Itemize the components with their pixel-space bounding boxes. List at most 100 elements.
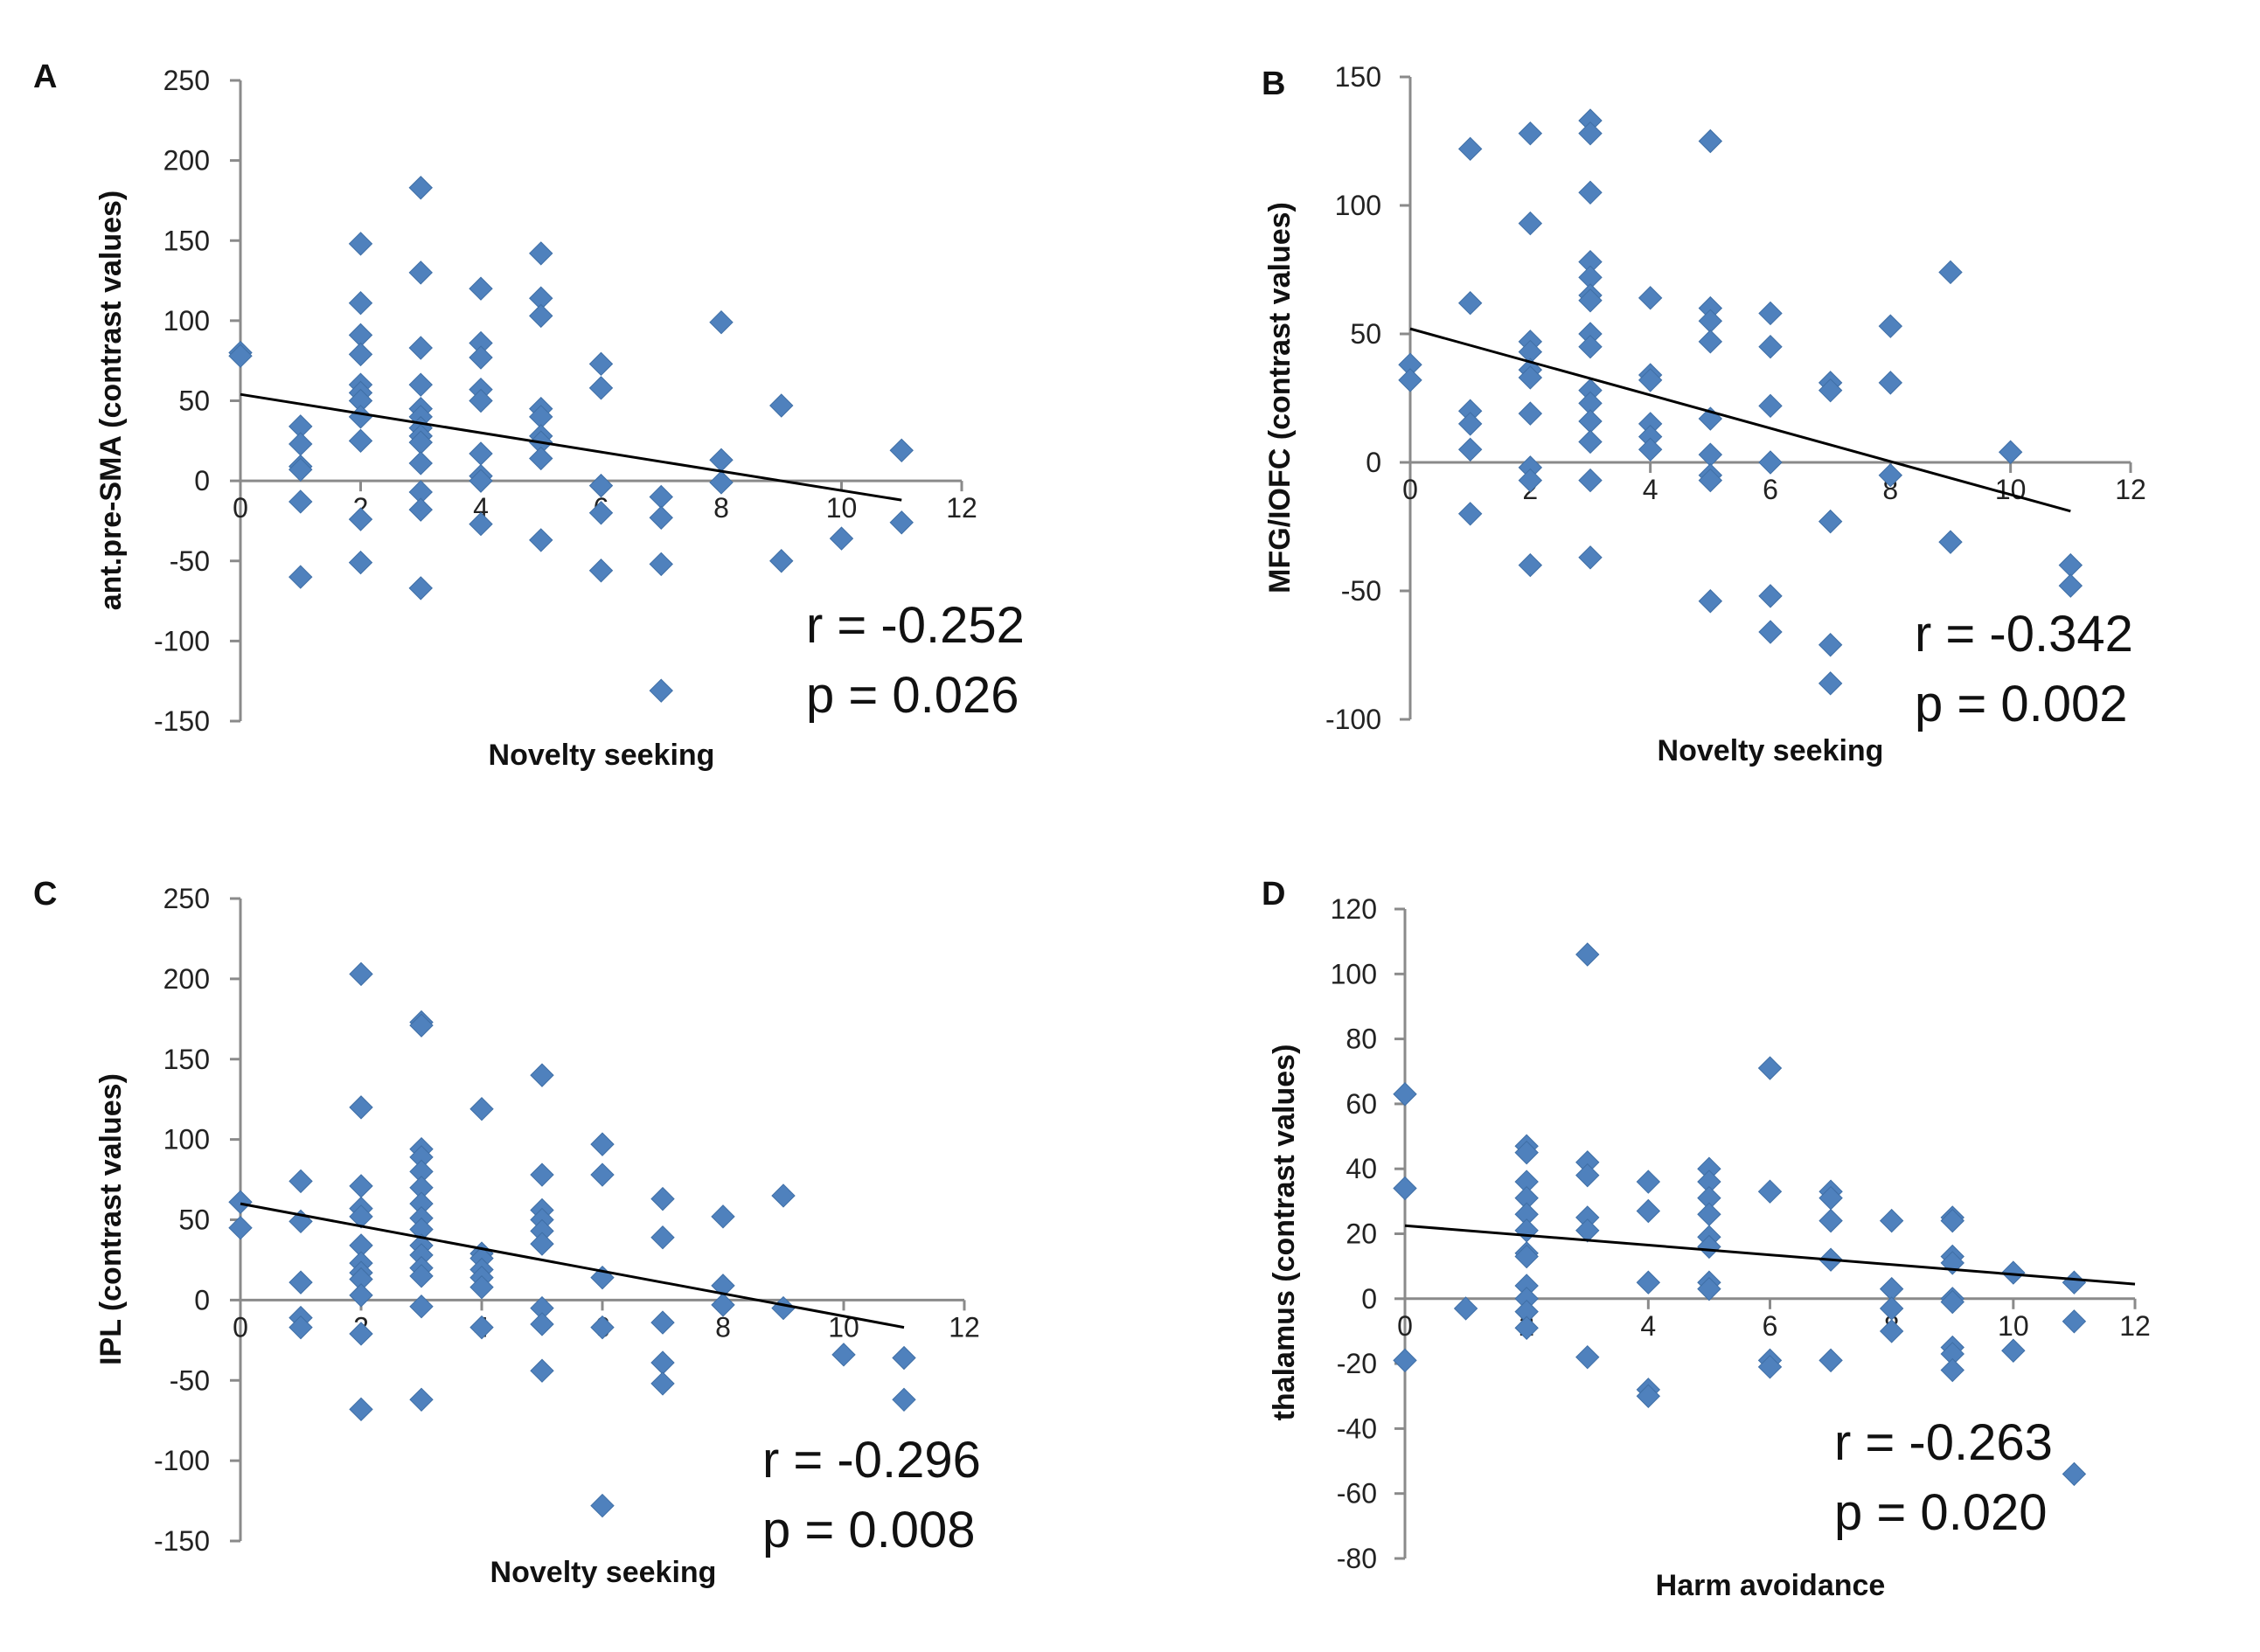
data-point	[1998, 440, 2023, 464]
data-point	[1698, 309, 1723, 334]
data-point	[1578, 334, 1603, 359]
trend-line	[240, 1202, 905, 1329]
data-point	[1393, 1082, 1417, 1107]
data-point	[1938, 530, 1963, 554]
data-point	[349, 1283, 373, 1308]
data-point	[831, 1343, 856, 1367]
x-tick-label: 12	[2115, 474, 2146, 505]
data-point	[1578, 545, 1603, 570]
data-point	[1636, 1384, 1661, 1408]
data-point	[530, 1312, 554, 1336]
data-point	[1818, 1348, 1843, 1373]
data-point	[349, 1174, 373, 1198]
data-point	[1758, 301, 1783, 326]
y-tick-label: 0	[194, 465, 210, 496]
data-point	[1518, 365, 1543, 390]
data-point	[469, 469, 493, 493]
data-point	[1878, 462, 1903, 488]
y-tick-label: 20	[1346, 1218, 1377, 1250]
data-point	[1638, 368, 1663, 392]
data-point	[1698, 330, 1723, 354]
panel-label: B	[1262, 66, 1285, 102]
y-tick-label: 150	[1335, 61, 1381, 93]
y-tick-label: 250	[163, 65, 210, 96]
data-point	[1818, 509, 1843, 534]
data-point	[1879, 1208, 1904, 1233]
data-point	[1938, 260, 1963, 285]
data-point	[2062, 1270, 2087, 1295]
y-tick-label: -80	[1337, 1543, 1377, 1574]
y-tick-label: 50	[178, 385, 210, 417]
data-point	[711, 1293, 735, 1317]
data-point	[1818, 671, 1843, 696]
data-point	[711, 1204, 735, 1229]
x-tick-label: 4	[473, 492, 489, 524]
data-point	[1878, 314, 1903, 338]
data-point	[588, 473, 614, 498]
data-point	[649, 552, 673, 577]
data-point	[1453, 1296, 1478, 1321]
data-point	[650, 1310, 675, 1335]
data-point	[530, 1358, 554, 1383]
data-point	[1697, 1202, 1721, 1226]
y-tick-label: 100	[163, 305, 210, 337]
panel-c: C-150-100-50050100150200250024681012Nove…	[33, 876, 981, 1589]
data-point	[1457, 136, 1483, 162]
data-point	[829, 526, 854, 551]
data-point	[709, 470, 734, 495]
data-point	[769, 549, 794, 573]
x-axis-title: Novelty seeking	[1658, 734, 1884, 767]
x-tick-label: 12	[2119, 1310, 2151, 1342]
data-point	[348, 342, 373, 367]
data-point	[1578, 429, 1603, 455]
p-value: p = 0.020	[1834, 1484, 2048, 1541]
data-point	[289, 1315, 313, 1340]
data-point	[590, 1132, 615, 1156]
data-point	[408, 336, 433, 360]
data-point	[228, 344, 253, 368]
y-tick-label: 150	[163, 225, 210, 256]
y-tick-label: 40	[1346, 1153, 1377, 1184]
data-point	[709, 310, 734, 335]
data-point	[228, 1190, 253, 1214]
x-tick-label: 10	[826, 492, 858, 524]
data-point	[530, 1232, 554, 1256]
data-point	[469, 276, 493, 301]
y-tick-label: 120	[1331, 893, 1377, 925]
p-value: p = 0.026	[806, 667, 1019, 724]
data-point	[1940, 1357, 1964, 1383]
y-tick-label: 0	[1361, 1283, 1377, 1315]
x-tick-label: 0	[233, 1311, 248, 1343]
trend-line	[240, 392, 902, 502]
data-point	[1638, 286, 1663, 310]
r-value: r = -0.263	[1834, 1414, 2053, 1471]
data-point	[349, 1397, 373, 1422]
x-tick-label: 10	[1995, 474, 2027, 505]
y-tick-label: 250	[163, 883, 210, 914]
trend-line	[1409, 327, 2071, 513]
data-point	[1578, 180, 1603, 205]
data-point	[409, 1387, 434, 1413]
data-point	[649, 484, 673, 510]
x-tick-label: 10	[1998, 1310, 2029, 1342]
y-tick-label: 60	[1346, 1088, 1377, 1120]
data-point	[469, 345, 493, 370]
data-point	[588, 351, 614, 377]
y-tick-label: 150	[163, 1044, 210, 1075]
y-axis-title: IPL (contrast values)	[94, 1073, 128, 1365]
data-point	[1575, 1218, 1600, 1243]
data-point	[650, 1225, 675, 1250]
data-point	[529, 446, 553, 471]
data-point	[1757, 1179, 1783, 1204]
data-point	[1758, 620, 1783, 644]
data-point	[529, 303, 553, 329]
data-point	[348, 428, 373, 454]
x-tick-label: 0	[233, 492, 248, 524]
data-point	[348, 507, 373, 531]
p-value: p = 0.002	[1915, 676, 2128, 732]
data-point	[529, 241, 553, 266]
y-tick-label: -150	[154, 705, 210, 737]
data-point	[289, 457, 313, 482]
trend-line	[1404, 1224, 2136, 1286]
